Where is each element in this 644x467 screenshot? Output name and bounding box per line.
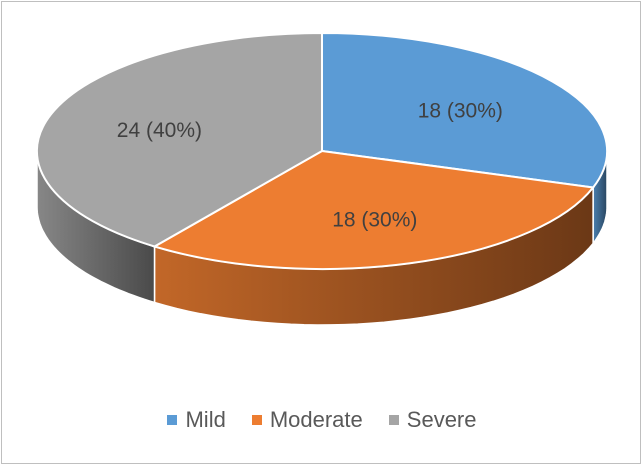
legend-label-mild: Mild xyxy=(185,407,226,432)
pie-slice-moderate xyxy=(151,149,595,271)
legend-item-moderate: Moderate xyxy=(251,407,363,433)
data-label-severe: 24 (40%) xyxy=(117,119,202,142)
legend-label-severe: Severe xyxy=(406,407,477,432)
legend-swatch-severe xyxy=(388,415,399,425)
pie-slice-mild xyxy=(321,31,608,189)
legend: Mild Moderate Severe xyxy=(0,404,644,436)
data-label-mild: 18 (30%) xyxy=(418,99,503,122)
legend-item-severe: Severe xyxy=(388,407,477,433)
legend-swatch-mild xyxy=(167,415,178,425)
data-label-moderate: 18 (30%) xyxy=(332,208,417,231)
pie-labels: 18 (30%) 18 (30%) 24 (40%) xyxy=(117,99,503,231)
legend-label-moderate: Moderate xyxy=(269,407,363,432)
pie-sides xyxy=(36,150,608,326)
legend-swatch-moderate xyxy=(251,415,262,425)
pie-tops xyxy=(35,31,608,271)
legend-item-mild: Mild xyxy=(167,407,226,433)
pie-slice-severe xyxy=(35,31,323,248)
